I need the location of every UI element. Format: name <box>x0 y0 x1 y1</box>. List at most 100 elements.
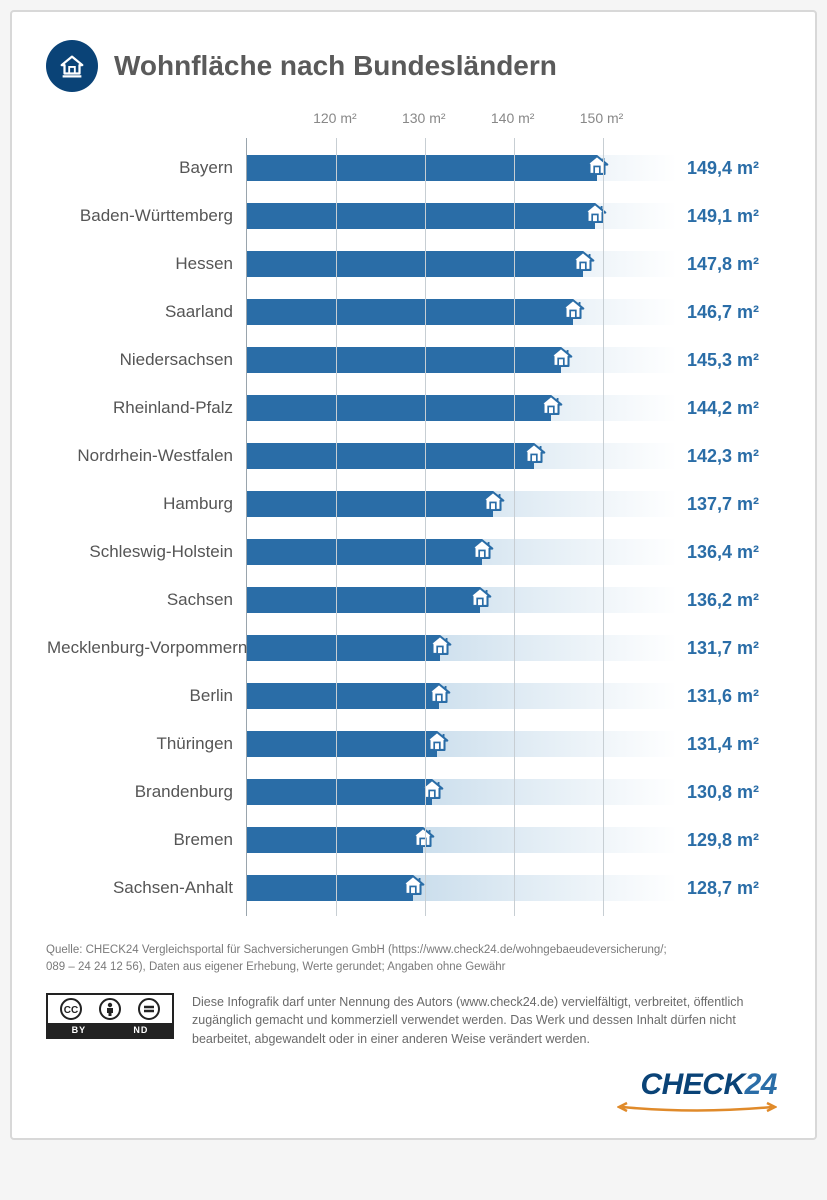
cc-icon: CC <box>59 997 83 1021</box>
house-marker-icon <box>582 151 612 186</box>
bar-row: Sachsen-Anhalt128,7 m² <box>247 864 766 912</box>
bar <box>247 395 551 421</box>
bar-row: Thüringen131,4 m² <box>247 720 766 768</box>
gridline <box>603 138 604 916</box>
bar-row: Berlin131,6 m² <box>247 672 766 720</box>
bar <box>247 683 439 709</box>
row-label: Saarland <box>47 302 247 322</box>
bar-row: Brandenburg130,8 m² <box>247 768 766 816</box>
house-marker-icon <box>546 343 576 378</box>
axis-tick-label: 140 m² <box>491 110 535 126</box>
bar <box>247 251 583 277</box>
value-label: 149,4 m² <box>687 158 759 179</box>
house-marker-icon <box>558 295 588 330</box>
house-marker-icon <box>408 823 438 858</box>
value-label: 131,7 m² <box>687 638 759 659</box>
bar-row: Hamburg137,7 m² <box>247 480 766 528</box>
row-label: Sachsen <box>47 590 247 610</box>
row-label: Bremen <box>47 830 247 850</box>
house-marker-icon <box>478 487 508 522</box>
bar-row: Rheinland-Pfalz144,2 m² <box>247 384 766 432</box>
bar-chart: 120 m²130 m²140 m²150 m² Bayern149,4 m²B… <box>246 110 766 916</box>
bar <box>247 779 432 805</box>
gridline <box>514 138 515 916</box>
value-label: 145,3 m² <box>687 350 759 371</box>
bar-row: Mecklenburg-Vorpommern131,7 m² <box>247 624 766 672</box>
value-label: 147,8 m² <box>687 254 759 275</box>
row-label: Baden-Württemberg <box>47 206 247 226</box>
house-circle-icon <box>46 40 98 92</box>
axis-tick-label: 150 m² <box>580 110 624 126</box>
bar-row: Hessen147,8 m² <box>247 240 766 288</box>
bar <box>247 443 534 469</box>
row-label: Thüringen <box>47 734 247 754</box>
bar <box>247 875 413 901</box>
house-marker-icon <box>580 199 610 234</box>
house-marker-icon <box>422 727 452 762</box>
bar <box>247 155 597 181</box>
value-label: 149,1 m² <box>687 206 759 227</box>
row-label: Berlin <box>47 686 247 706</box>
axis-tick-label: 130 m² <box>402 110 446 126</box>
source-line-2: 089 – 24 24 12 56), Daten aus eigener Er… <box>46 961 505 973</box>
svg-text:CC: CC <box>64 1005 78 1016</box>
house-marker-icon <box>519 439 549 474</box>
license-text: Diese Infografik darf unter Nennung des … <box>192 993 781 1047</box>
row-label: Schleswig-Holstein <box>47 542 247 562</box>
header: Wohnfläche nach Bundesländern <box>46 40 781 92</box>
value-label: 130,8 m² <box>687 782 759 803</box>
brand-part-1: CHECK <box>640 1068 744 1101</box>
cc-nd-label: ND <box>133 1025 148 1035</box>
brand-part-2: 24 <box>745 1068 777 1101</box>
bar-row: Sachsen136,2 m² <box>247 576 766 624</box>
gridline <box>336 138 337 916</box>
house-marker-icon <box>536 391 566 426</box>
license-block: CC BY ND Diese Infografik darf unter Nen… <box>46 993 781 1047</box>
house-marker-icon <box>465 583 495 618</box>
bar <box>247 491 493 517</box>
source-text: Quelle: CHECK24 Vergleichsportal für Sac… <box>46 942 781 975</box>
row-label: Nordrhein-Westfalen <box>47 446 247 466</box>
bar <box>247 635 440 661</box>
value-label: 142,3 m² <box>687 446 759 467</box>
bar-row: Bayern149,4 m² <box>247 144 766 192</box>
value-label: 131,4 m² <box>687 734 759 755</box>
row-label: Mecklenburg-Vorpommern <box>47 638 247 658</box>
x-axis-labels: 120 m² 130 m² 140 m² 150 m² <box>246 110 766 138</box>
cc-by-nd-badge: CC BY ND <box>46 993 174 1039</box>
by-icon <box>98 997 122 1021</box>
check24-logo: CHECK24 <box>46 1068 781 1114</box>
gridline <box>425 138 426 916</box>
page-title: Wohnfläche nach Bundesländern <box>114 50 557 82</box>
value-label: 129,8 m² <box>687 830 759 851</box>
row-label: Brandenburg <box>47 782 247 802</box>
row-label: Hessen <box>47 254 247 274</box>
value-label: 144,2 m² <box>687 398 759 419</box>
source-line-1: Quelle: CHECK24 Vergleichsportal für Sac… <box>46 944 667 956</box>
bar-row: Nordrhein-Westfalen142,3 m² <box>247 432 766 480</box>
value-label: 131,6 m² <box>687 686 759 707</box>
bar <box>247 539 482 565</box>
bar-row: Bremen129,8 m² <box>247 816 766 864</box>
row-label: Bayern <box>47 158 247 178</box>
bar <box>247 587 480 613</box>
house-marker-icon <box>424 679 454 714</box>
value-label: 146,7 m² <box>687 302 759 323</box>
value-label: 136,4 m² <box>687 542 759 563</box>
house-marker-icon <box>467 535 497 570</box>
cc-by-label: BY <box>72 1025 87 1035</box>
row-label: Sachsen-Anhalt <box>47 878 247 898</box>
infographic-frame: Wohnfläche nach Bundesländern 120 m² 130 … <box>10 10 817 1140</box>
row-label: Niedersachsen <box>47 350 247 370</box>
house-marker-icon <box>417 775 447 810</box>
bar-row: Saarland146,7 m² <box>247 288 766 336</box>
axis-tick-label: 120 m² <box>313 110 357 126</box>
house-marker-icon <box>425 631 455 666</box>
value-label: 136,2 m² <box>687 590 759 611</box>
bar <box>247 731 437 757</box>
bar-row: Niedersachsen145,3 m² <box>247 336 766 384</box>
nd-icon <box>137 997 161 1021</box>
bar <box>247 299 573 325</box>
value-label: 128,7 m² <box>687 878 759 899</box>
chart-grid: Bayern149,4 m²Baden-Württemberg149,1 m²H… <box>246 138 766 916</box>
